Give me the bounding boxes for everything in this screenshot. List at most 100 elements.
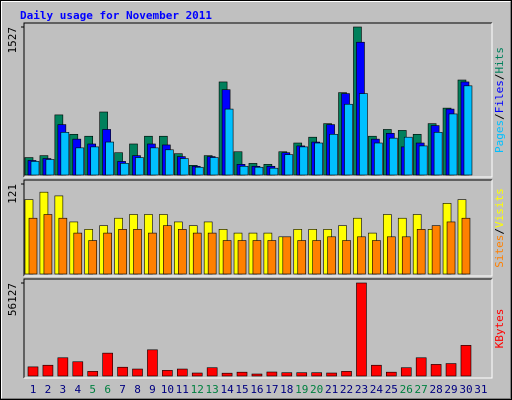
x-tick-label: 11 <box>176 383 189 396</box>
x-tick-label: 7 <box>119 383 126 396</box>
bar <box>177 368 188 377</box>
legend: KBytes <box>493 309 506 349</box>
legend-separator: / <box>493 113 506 120</box>
bar <box>162 370 173 377</box>
bar <box>430 364 442 377</box>
x-tick-label: 20 <box>310 383 323 396</box>
legend-entry: KBytes <box>493 309 506 349</box>
x-tick-label: 25 <box>385 383 398 396</box>
bar <box>314 142 323 176</box>
x-tick-label: 19 <box>295 383 308 396</box>
bar <box>357 236 366 275</box>
bar <box>221 372 233 377</box>
bar <box>60 132 70 176</box>
x-tick-label: 2 <box>45 383 52 396</box>
bar <box>178 229 187 275</box>
bar <box>148 232 157 275</box>
bar <box>297 240 307 275</box>
x-tick-label: 15 <box>235 383 248 396</box>
legend: Pages/Files/Hits <box>493 47 506 153</box>
bar <box>415 357 427 377</box>
bar <box>251 373 263 377</box>
bar <box>341 371 352 377</box>
bar <box>356 282 367 377</box>
bar <box>236 371 248 377</box>
bevel <box>23 22 492 177</box>
bar <box>73 232 83 275</box>
x-tick-label: 22 <box>340 383 353 396</box>
bar <box>191 372 203 377</box>
bar <box>135 157 144 176</box>
bar <box>372 240 381 275</box>
bar <box>75 147 85 176</box>
bar <box>57 357 69 377</box>
bar <box>252 240 262 275</box>
x-tick-label: 1 <box>30 383 37 396</box>
bar <box>299 146 309 176</box>
bar <box>446 221 456 275</box>
plot-area <box>24 279 492 378</box>
bar <box>43 214 53 275</box>
bar <box>296 372 308 377</box>
bar <box>58 217 68 275</box>
bar <box>90 146 100 176</box>
bar <box>118 229 127 275</box>
chart-title: Daily usage for November 2011 <box>20 9 212 22</box>
x-tick-label: 16 <box>250 383 263 396</box>
legend-entry: Pages <box>493 120 506 153</box>
bar <box>344 103 353 176</box>
bar <box>88 240 98 275</box>
x-tick-label: 3 <box>60 383 67 396</box>
bar <box>371 364 382 377</box>
bar <box>463 85 473 176</box>
bar <box>400 367 412 377</box>
bar <box>103 232 112 275</box>
bar <box>222 240 232 275</box>
bar <box>269 167 279 176</box>
bar <box>147 349 158 377</box>
bar <box>28 217 38 275</box>
bevel <box>24 23 493 178</box>
bar <box>117 366 128 377</box>
bar <box>416 229 426 275</box>
bar <box>461 217 471 275</box>
legend: Sites/Visits <box>493 188 506 268</box>
bar <box>312 240 321 275</box>
bar <box>460 345 472 377</box>
bar <box>387 236 396 275</box>
x-tick-label: 18 <box>280 383 293 396</box>
y-tick-label: 56127 <box>6 283 19 316</box>
bar <box>329 133 338 176</box>
bar <box>254 166 264 176</box>
x-tick-label: 10 <box>161 383 174 396</box>
bar <box>281 372 293 377</box>
x-tick-label: 30 <box>459 383 472 396</box>
x-tick-label: 24 <box>370 383 384 396</box>
bar <box>374 142 383 176</box>
bar <box>105 141 114 176</box>
bar <box>206 367 218 377</box>
bar <box>342 240 351 275</box>
bar <box>72 361 84 377</box>
bar <box>327 236 336 275</box>
bar <box>165 149 174 176</box>
bar <box>45 159 55 176</box>
x-tick-label: 28 <box>429 383 442 396</box>
bar <box>389 137 398 176</box>
bar <box>433 132 443 176</box>
x-tick-label: 8 <box>134 383 141 396</box>
bar <box>180 158 189 176</box>
bar <box>445 363 457 377</box>
bar <box>27 366 39 377</box>
bevel <box>24 279 493 379</box>
bar <box>132 368 143 377</box>
legend-entry: Files <box>493 80 506 113</box>
y-tick-label: 1527 <box>6 27 19 54</box>
bar <box>284 154 294 176</box>
bar <box>418 145 428 176</box>
x-tick-label: 14 <box>220 383 234 396</box>
legend-entry: Sites <box>493 235 506 268</box>
